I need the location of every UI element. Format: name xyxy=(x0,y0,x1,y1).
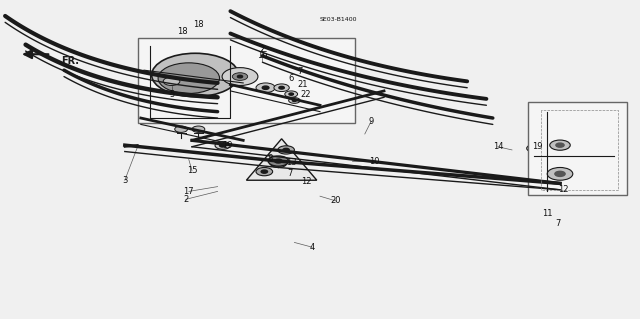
Text: 20: 20 xyxy=(331,197,341,205)
Text: 9: 9 xyxy=(369,117,374,126)
Text: 22: 22 xyxy=(301,90,311,99)
Text: 2: 2 xyxy=(260,45,265,54)
Circle shape xyxy=(152,53,239,97)
Circle shape xyxy=(270,159,287,167)
Circle shape xyxy=(158,63,220,93)
Text: 6: 6 xyxy=(289,74,294,83)
Text: FR.: FR. xyxy=(61,56,79,66)
Text: 14: 14 xyxy=(493,142,503,151)
Text: 15: 15 xyxy=(187,166,197,175)
Text: 13: 13 xyxy=(286,158,296,167)
Circle shape xyxy=(237,75,243,78)
Circle shape xyxy=(289,93,293,95)
Text: 8: 8 xyxy=(268,154,273,163)
Text: 19: 19 xyxy=(532,142,543,151)
Text: 18: 18 xyxy=(193,20,204,29)
Text: 10: 10 xyxy=(369,157,380,166)
Text: SE03-B1400: SE03-B1400 xyxy=(319,17,356,22)
Text: 7: 7 xyxy=(556,219,561,228)
Circle shape xyxy=(292,100,296,101)
Circle shape xyxy=(283,148,289,152)
FancyBboxPatch shape xyxy=(528,102,627,195)
Circle shape xyxy=(261,170,268,173)
Polygon shape xyxy=(246,139,317,180)
Circle shape xyxy=(278,146,294,154)
Text: 17: 17 xyxy=(184,187,194,196)
Circle shape xyxy=(555,171,565,176)
Text: 7: 7 xyxy=(287,169,292,178)
Text: 2: 2 xyxy=(183,195,188,204)
Text: 19: 19 xyxy=(222,141,232,150)
Circle shape xyxy=(262,86,269,89)
Text: 16: 16 xyxy=(257,51,268,60)
FancyBboxPatch shape xyxy=(138,38,355,123)
Circle shape xyxy=(531,147,538,150)
Text: 4: 4 xyxy=(310,243,315,252)
Circle shape xyxy=(274,84,289,92)
Circle shape xyxy=(215,142,230,149)
Text: 5: 5 xyxy=(169,90,174,99)
Text: 12: 12 xyxy=(558,185,568,194)
Circle shape xyxy=(256,83,275,93)
Circle shape xyxy=(192,126,205,132)
Circle shape xyxy=(222,68,258,85)
Circle shape xyxy=(220,144,226,147)
Circle shape xyxy=(256,167,273,176)
Circle shape xyxy=(547,167,573,180)
Circle shape xyxy=(285,91,298,97)
Text: 18: 18 xyxy=(177,27,188,36)
Circle shape xyxy=(279,86,284,89)
Circle shape xyxy=(275,159,282,163)
Circle shape xyxy=(175,126,188,132)
Text: 11: 11 xyxy=(542,209,552,218)
Text: 21: 21 xyxy=(298,80,308,89)
Circle shape xyxy=(289,98,300,103)
Circle shape xyxy=(550,140,570,150)
Circle shape xyxy=(268,156,289,166)
Text: 7: 7 xyxy=(297,67,302,76)
Circle shape xyxy=(527,145,542,152)
Text: 12: 12 xyxy=(301,177,311,186)
Circle shape xyxy=(275,162,282,165)
Text: 3: 3 xyxy=(122,176,127,185)
Circle shape xyxy=(163,77,180,85)
Circle shape xyxy=(556,143,564,147)
Circle shape xyxy=(232,73,248,80)
